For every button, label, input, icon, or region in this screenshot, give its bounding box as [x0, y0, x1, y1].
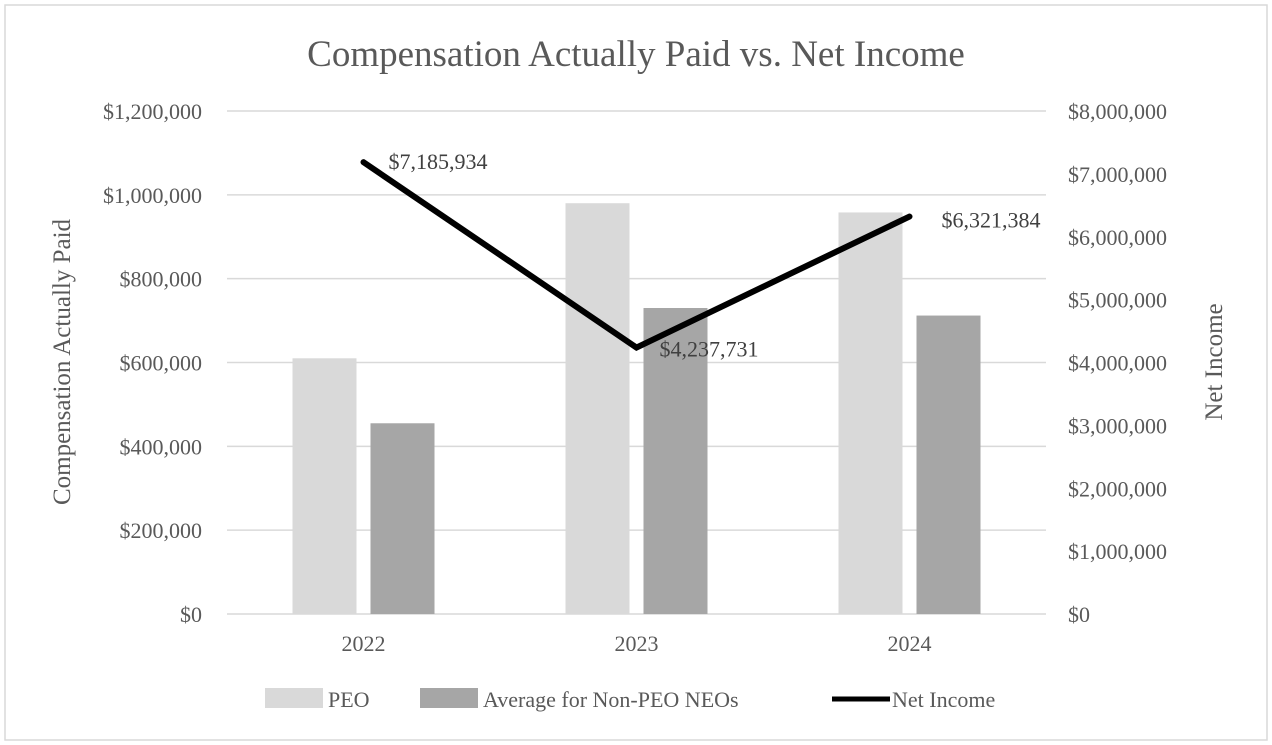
y2-tick-label: $3,000,000	[1068, 413, 1167, 438]
x-axis-ticks: 2022 2023 2024	[342, 631, 932, 656]
legend-swatch-peo	[265, 688, 323, 708]
left-axis-ticks: $0 $200,000 $400,000 $600,000 $800,000 $1,000…	[103, 99, 202, 627]
y2-tick-label: $6,000,000	[1068, 225, 1167, 250]
y-tick-label: $0	[180, 602, 202, 627]
net-income-line-layer	[360, 159, 913, 352]
x-tick-label: 2022	[342, 631, 386, 656]
y2-tick-label: $8,000,000	[1068, 99, 1167, 124]
legend-swatch-non-peo	[420, 688, 478, 708]
bar-average-for-non-peo-neos-2023	[643, 308, 708, 614]
chart-border	[4, 4, 1268, 741]
y2-axis-title: Net Income	[1201, 303, 1228, 420]
y2-tick-label: $0	[1068, 602, 1090, 627]
bar-peo-2024	[838, 212, 903, 614]
chart-title: Compensation Actually Paid vs. Net Incom…	[307, 34, 965, 75]
y2-tick-label: $1,000,000	[1068, 539, 1167, 564]
y2-tick-label: $7,000,000	[1068, 162, 1167, 187]
y2-tick-label: $2,000,000	[1068, 476, 1167, 501]
legend-label-non-peo: Average for Non-PEO NEOs	[483, 687, 739, 712]
y-tick-label: $800,000	[120, 267, 203, 292]
bar-average-for-non-peo-neos-2024	[916, 315, 981, 614]
y-tick-label: $200,000	[120, 518, 203, 543]
net-income-data-label: $7,185,934	[389, 149, 488, 174]
bar-average-for-non-peo-neos-2022	[370, 423, 435, 614]
y2-tick-label: $5,000,000	[1068, 288, 1167, 313]
net-income-data-label: $4,237,731	[660, 337, 759, 362]
bar-peo-2022	[292, 358, 357, 614]
y-axis-title: Compensation Actually Paid	[49, 218, 76, 505]
x-tick-label: 2024	[888, 631, 932, 656]
y-tick-label: $400,000	[120, 434, 203, 459]
y-tick-label: $1,000,000	[103, 183, 202, 208]
legend: PEO Average for Non-PEO NEOs Net Income	[265, 687, 995, 712]
y-tick-label: $600,000	[120, 351, 203, 376]
y2-tick-label: $4,000,000	[1068, 351, 1167, 376]
x-tick-label: 2023	[615, 631, 659, 656]
gridlines	[227, 110, 1046, 615]
bars	[292, 203, 981, 614]
right-axis-ticks: $0 $1,000,000 $2,000,000 $3,000,000 $4,000,0…	[1068, 99, 1167, 627]
y-tick-label: $1,200,000	[103, 99, 202, 124]
net-income-data-label: $6,321,384	[942, 208, 1041, 233]
bar-peo-2023	[565, 203, 630, 614]
data-labels: $7,185,934 $4,237,731 $6,321,384	[389, 149, 1041, 361]
legend-label-net-income: Net Income	[892, 687, 995, 712]
legend-label-peo: PEO	[328, 687, 370, 712]
